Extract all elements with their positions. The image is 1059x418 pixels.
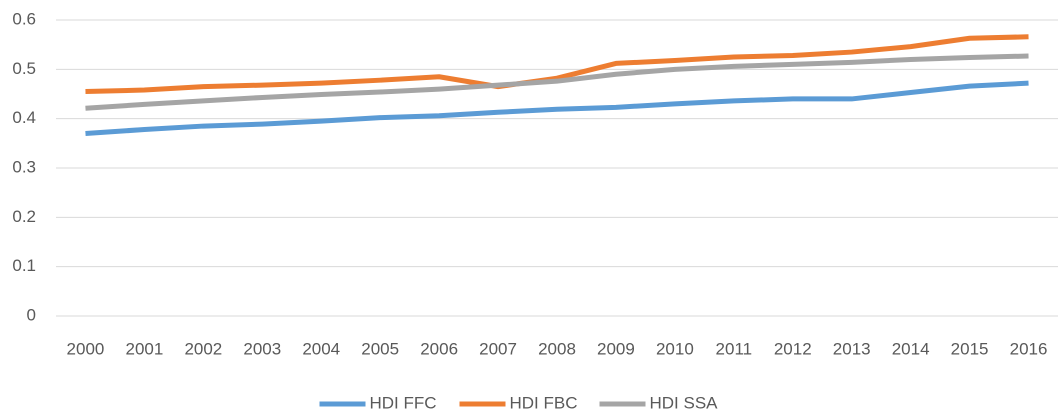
- x-tick-label: 2014: [892, 339, 930, 358]
- x-tick-label: 2015: [951, 339, 989, 358]
- series-line: [85, 34, 1029, 95]
- x-tick-label: 2002: [184, 339, 222, 358]
- series-line: [85, 53, 1029, 111]
- x-tick-label: 2001: [125, 339, 163, 358]
- x-tick-label: 2006: [420, 339, 458, 358]
- x-tick-label: 2007: [479, 339, 517, 358]
- x-tick-label: 2000: [67, 339, 105, 358]
- y-tick-label: 0.5: [12, 59, 36, 78]
- x-tick-label: 2003: [243, 339, 281, 358]
- series-line: [85, 80, 1029, 136]
- y-tick-label: 0.2: [12, 207, 36, 226]
- legend-label: HDI FBC: [510, 393, 578, 412]
- x-tick-label: 2004: [302, 339, 340, 358]
- x-tick-label: 2013: [833, 339, 871, 358]
- y-tick-label: 0.3: [12, 157, 36, 176]
- x-tick-label: 2012: [774, 339, 812, 358]
- y-tick-label: 0.4: [12, 108, 36, 127]
- x-tick-label: 2010: [656, 339, 694, 358]
- x-tick-label: 2008: [538, 339, 576, 358]
- x-tick-label: 2005: [361, 339, 399, 358]
- x-tick-label: 2011: [716, 339, 753, 358]
- legend-label: HDI FFC: [370, 393, 437, 412]
- y-tick-label: 0.6: [12, 9, 36, 28]
- x-tick-label: 2016: [1010, 339, 1048, 358]
- x-tick-label: 2009: [597, 339, 635, 358]
- y-tick-label: 0: [27, 305, 36, 324]
- y-tick-label: 0.1: [12, 256, 36, 275]
- legend-label: HDI SSA: [650, 393, 719, 412]
